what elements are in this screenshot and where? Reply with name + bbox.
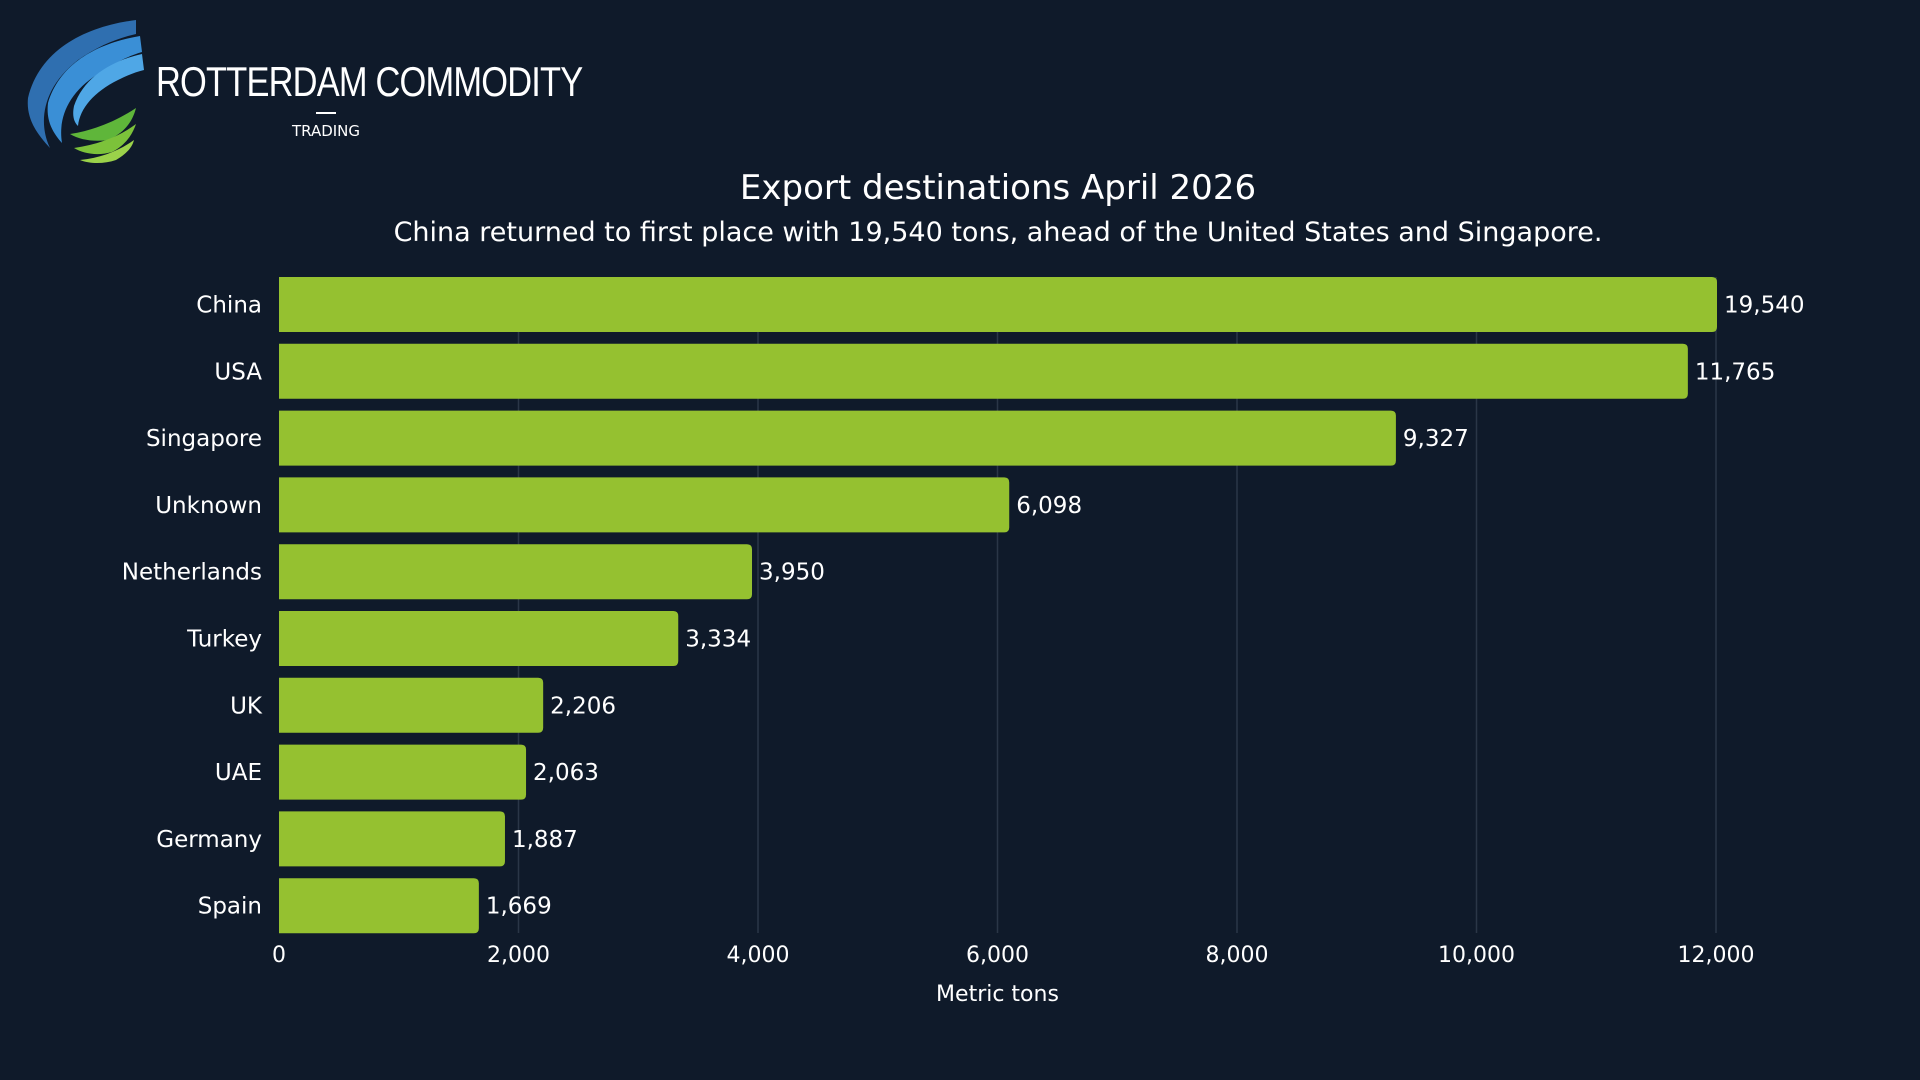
category-label: Singapore (146, 426, 262, 452)
x-tick-label: 4,000 (727, 943, 790, 968)
category-label: UAE (215, 760, 262, 786)
bar-turkey (279, 611, 679, 666)
x-axis-title: Metric tons (936, 982, 1059, 1007)
bar-uk (279, 677, 544, 733)
category-label: Spain (198, 894, 262, 920)
x-tick-label: 10,000 (1438, 943, 1515, 968)
value-label: 6,098 (1016, 493, 1082, 519)
x-tick-label: 12,000 (1678, 943, 1755, 968)
bars (279, 277, 1717, 934)
x-tick-label: 2,000 (487, 943, 550, 968)
value-label: 11,765 (1695, 359, 1775, 385)
bar-usa (279, 343, 1688, 399)
brand-subtitle: TRADING (291, 122, 361, 140)
company-logo-icon (27, 20, 144, 163)
chart-subtitle: China returned to first place with 19,54… (393, 217, 1603, 248)
value-label: 1,669 (486, 894, 552, 920)
bar-singapore (279, 410, 1396, 466)
bar-netherlands (279, 544, 753, 600)
category-label: Netherlands (122, 560, 262, 586)
bar-unknown (279, 477, 1010, 533)
category-label: Turkey (186, 627, 262, 653)
value-label: 9,327 (1403, 426, 1469, 452)
category-label: Germany (156, 827, 262, 853)
category-label: Unknown (155, 493, 262, 519)
x-tick-label: 0 (272, 943, 286, 968)
category-label: UK (230, 693, 263, 719)
bar-spain (279, 878, 479, 934)
value-label: 2,206 (550, 693, 616, 719)
category-label: China (196, 293, 262, 319)
category-label: USA (214, 359, 262, 385)
value-label: 1,887 (512, 827, 578, 853)
value-label: 3,334 (685, 627, 751, 653)
bar-germany (279, 811, 505, 867)
bar-china (279, 277, 1717, 332)
value-label: 3,950 (759, 560, 825, 586)
chart-title: Export destinations April 2026 (739, 168, 1257, 208)
bar-uae (279, 744, 527, 800)
value-label: 19,540 (1724, 293, 1804, 319)
x-tick-label: 6,000 (966, 943, 1029, 968)
brand-name: ROTTERDAM COMMODITY (156, 58, 583, 105)
brand-divider (316, 112, 336, 114)
value-label: 2,063 (533, 760, 599, 786)
x-tick-label: 8,000 (1206, 943, 1269, 968)
labels: 0 2,000 4,000 6,000 8,000 10,000 12,000 China 19… (122, 293, 1805, 969)
